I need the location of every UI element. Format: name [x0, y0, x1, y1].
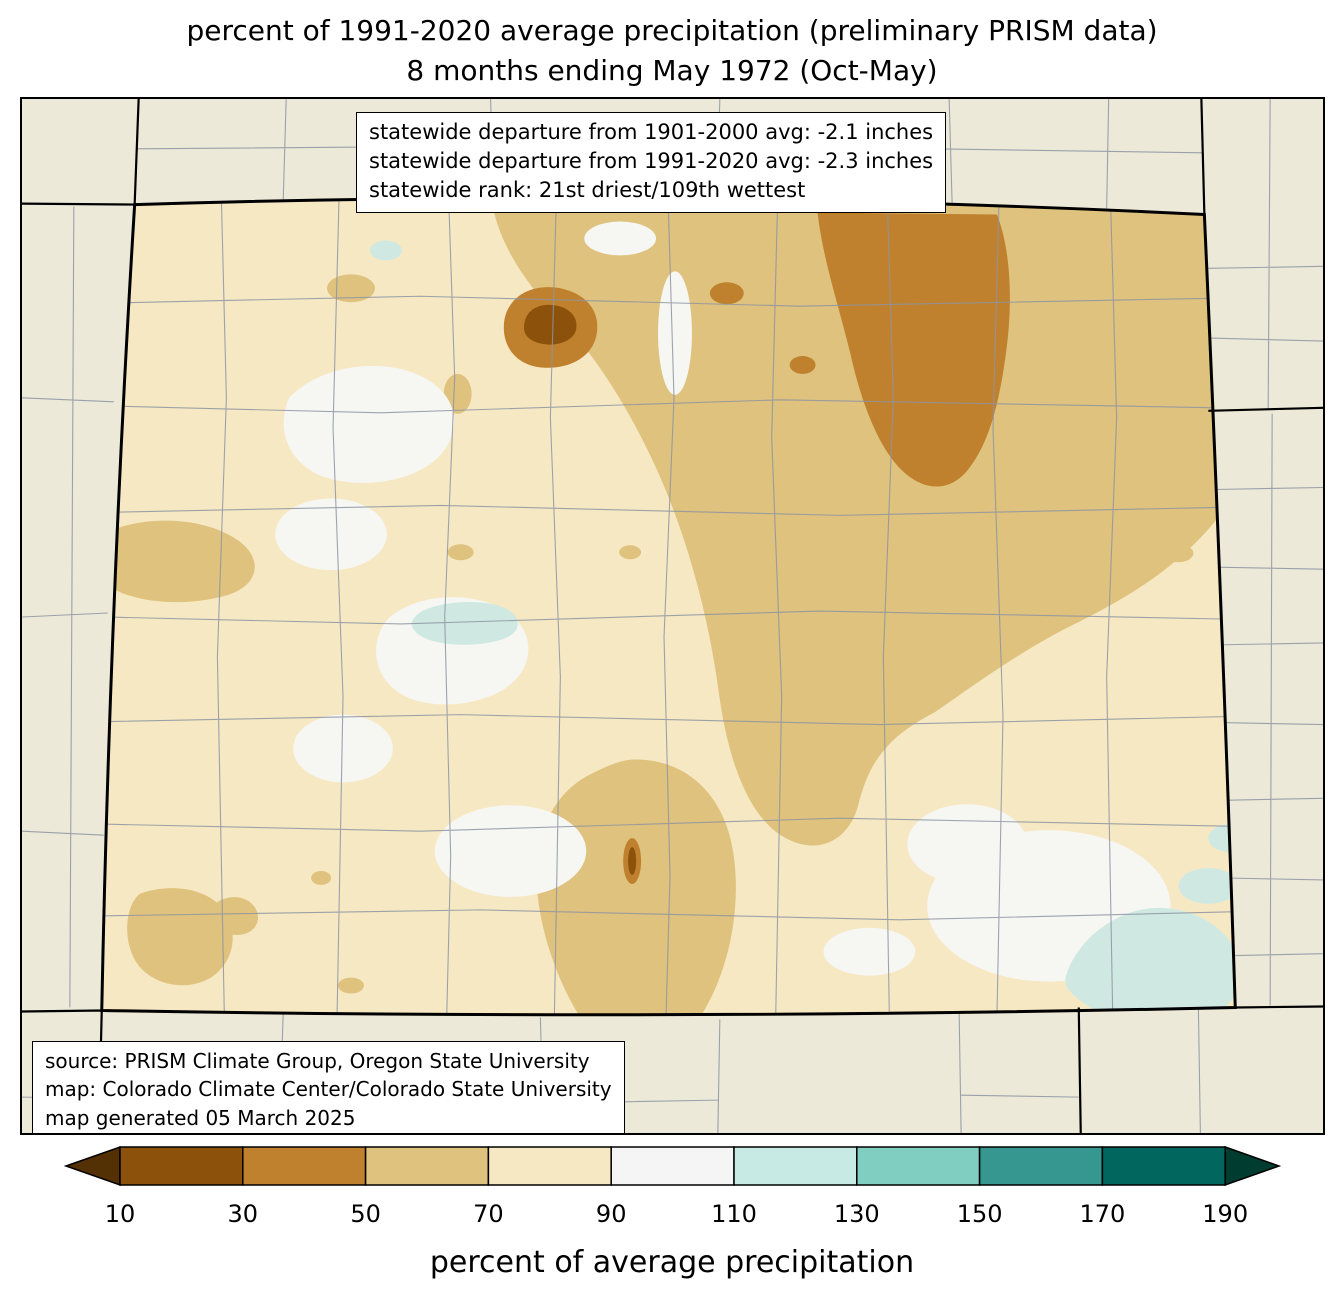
patch-50-70-spot [447, 544, 474, 561]
patch-110-130-spot [1178, 868, 1236, 904]
source-line: source: PRISM Climate Group, Oregon Stat… [45, 1049, 590, 1073]
patch-90-110-south-central [434, 805, 587, 897]
patch-50-70-southwest [127, 888, 259, 986]
colorbar-segment-170-190 [1101, 1146, 1226, 1186]
regions-110-130-percent [369, 240, 1236, 1015]
colorbar-tick-90: 90 [596, 1200, 627, 1228]
colorbar-legend: 10 30 50 70 90 110 130 150 170 190 perce… [63, 1145, 1282, 1280]
precipitation-map: statewide departure from 1901-2000 avg: … [20, 97, 1325, 1135]
colorbar-tick-150: 150 [957, 1200, 1003, 1228]
colorbar-segment-10-30 [119, 1146, 244, 1186]
stats-line-rank: statewide rank: 21st driest/109th wettes… [369, 177, 806, 202]
patch-90-110-spot [658, 271, 692, 395]
patch-90-110-spot [823, 927, 916, 976]
patch-110-130-spot [369, 240, 402, 261]
colorbar-segment-50-70 [364, 1146, 490, 1186]
colorbar-tick-170: 170 [1079, 1200, 1125, 1228]
colorbar-tick-labels: 10 30 50 70 90 110 130 150 170 190 [105, 1200, 1248, 1228]
patch-50-70-south-central [536, 759, 736, 1015]
patch-50-70-spot [338, 977, 364, 994]
patch-50-70-spot [327, 274, 375, 303]
patch-50-70-spot [1163, 544, 1194, 563]
source-credit-box: source: PRISM Climate Group, Oregon Stat… [32, 1041, 625, 1133]
colorbar-tick-30: 30 [228, 1200, 259, 1228]
patch-30-50-northeast-core [817, 212, 1010, 487]
colorbar-segment-70-90 [487, 1146, 612, 1186]
patch-10-30-south-sliver [628, 847, 637, 875]
colorbar-segment-130-150 [856, 1146, 981, 1186]
colorbar-tick-10: 10 [105, 1200, 136, 1228]
patch-10-30-north-central [523, 304, 577, 345]
stats-line-departure-1901-2000: statewide departure from 1901-2000 avg: … [369, 120, 934, 144]
patch-90-110-spot [584, 221, 657, 256]
patch-50-70-spot [619, 545, 642, 560]
map-canvas [22, 99, 1323, 1133]
utah-county-lines [22, 206, 114, 1008]
colorbar-tick-70: 70 [473, 1200, 504, 1228]
regions-10-30-percent [523, 304, 637, 875]
colorbar-segments [63, 1145, 1282, 1187]
colorado-county-lines [101, 198, 1232, 1015]
colorbar-under-arrow [63, 1145, 121, 1187]
page-title-line-1: percent of 1991-2020 average precipitati… [186, 14, 1158, 47]
patch-30-50-spot [789, 356, 816, 374]
colorado-precipitation-layers [101, 198, 1236, 1015]
nebraska-kansas-county-lines [1208, 99, 1323, 1006]
patch-30-50-spot [709, 282, 744, 305]
colorbar-axis-label: percent of average precipitation [430, 1245, 914, 1280]
colorbar-tick-50: 50 [350, 1200, 381, 1228]
colorbar-segment-90-110 [610, 1146, 735, 1186]
colorbar-segment-30-50 [242, 1146, 367, 1186]
patch-90-110-northwest [283, 365, 455, 483]
page-title-line-2: 8 months ending May 1972 (Oct-May) [406, 54, 938, 87]
stats-line-departure-1991-2020: statewide departure from 1991-2020 avg: … [369, 148, 934, 173]
colorbar-segment-110-130 [733, 1146, 858, 1186]
patch-110-130-southeast [1065, 907, 1236, 1015]
map-credit-line: map: Colorado Climate Center/Colorado St… [45, 1077, 612, 1102]
statewide-stats-box: statewide departure from 1901-2000 avg: … [356, 112, 947, 213]
colorbar-tick-130: 130 [834, 1200, 880, 1228]
patch-50-70-spot [311, 871, 332, 885]
patch-90-110-spot [275, 498, 387, 571]
colorbar-tick-110: 110 [711, 1200, 757, 1228]
patch-90-110-spot [907, 804, 1027, 884]
colorbar-over-arrow [1224, 1145, 1282, 1187]
patch-110-130-central-west [411, 601, 518, 645]
patch-50-70-spot [443, 373, 472, 414]
map-generated-line: map generated 05 March 2025 [45, 1105, 356, 1130]
patch-90-110-spot [293, 714, 393, 783]
colorbar-tick-190: 190 [1202, 1200, 1248, 1228]
colorbar-segment-150-170 [978, 1146, 1104, 1186]
